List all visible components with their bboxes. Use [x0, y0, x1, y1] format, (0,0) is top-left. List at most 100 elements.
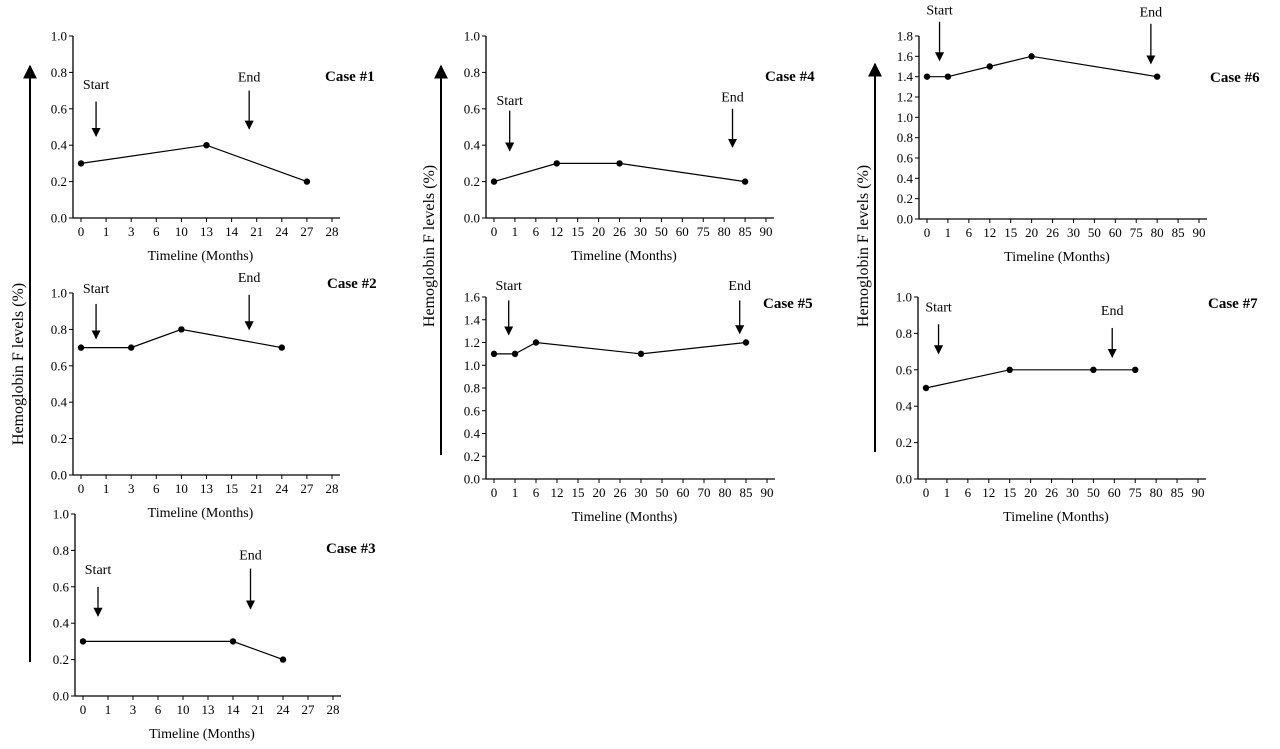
y-tick-label: 1.0 — [464, 29, 480, 44]
data-point — [279, 656, 287, 663]
y-tick-label: 1.0 — [51, 286, 67, 301]
x-tick-label: 10 — [175, 481, 188, 496]
y-tick-label: 0.8 — [464, 65, 480, 80]
x-tick-label: 10 — [175, 224, 188, 239]
x-tick-label: 6 — [533, 485, 540, 500]
x-tick-label: 26 — [1045, 485, 1059, 500]
x-tick-label: 12 — [982, 485, 995, 500]
y-tick-label: 0.0 — [896, 472, 912, 487]
x-tick-label: 24 — [275, 481, 289, 496]
x-tick-label: 75 — [697, 224, 710, 239]
y-tick-label: 0.2 — [51, 431, 67, 446]
end-label: End — [728, 279, 751, 294]
x-tick-label: 26 — [613, 224, 627, 239]
y-tick-label: 1.0 — [464, 358, 480, 373]
x-tick-label: 3 — [130, 702, 137, 717]
data-point — [229, 638, 237, 645]
x-tick-label: 1 — [103, 481, 110, 496]
x-axis-title: Timeline (Months) — [571, 249, 677, 264]
end-label: End — [238, 271, 261, 286]
x-tick-label: 3 — [128, 481, 135, 496]
x-tick-label: 85 — [740, 485, 753, 500]
y-tick-label: 0.0 — [897, 212, 913, 227]
x-tick-label: 0 — [491, 485, 498, 500]
x-tick-label: 3 — [128, 224, 135, 239]
chart-case-2: 0 1 3 6 10 13 15 21 24 27 280.00.20.40.60.81.0Time… — [51, 271, 377, 521]
x-tick-label: 14 — [227, 702, 241, 717]
x-tick-label: 90 — [760, 224, 773, 239]
x-tick-label: 60 — [1108, 485, 1121, 500]
data-point — [79, 638, 87, 645]
y-tick-label: 0.4 — [896, 399, 913, 414]
y-tick-label: 1.2 — [897, 90, 913, 105]
data-point — [637, 350, 645, 358]
y-tick-label: 0.2 — [53, 652, 69, 667]
shared-ylabel-col2: Hemoglobin F levels (%) — [421, 64, 448, 455]
x-tick-label: 24 — [277, 702, 291, 717]
data-point — [1090, 366, 1097, 373]
x-tick-label: 30 — [1067, 225, 1080, 240]
x-tick-label: 0 — [491, 224, 498, 239]
series-line — [925, 369, 1136, 389]
y-tick-label: 1.6 — [897, 49, 914, 64]
x-tick-label: 80 — [1150, 485, 1163, 500]
end-label: End — [1140, 6, 1163, 21]
y-tick-label: 0.0 — [51, 211, 67, 226]
x-tick-label: 6 — [966, 225, 973, 240]
x-tick-label: 21 — [250, 481, 263, 496]
x-tick-label: 1 — [512, 224, 519, 239]
chart-case-1: 0 1 3 6 10 13 14 21 24 27 280.00.20.40.60.81.0Time… — [51, 29, 375, 265]
x-tick-label: 85 — [739, 224, 752, 239]
y-tick-label: 1.4 — [464, 312, 481, 327]
x-tick-label: 15 — [1003, 485, 1016, 500]
x-tick-label: 70 — [698, 485, 711, 500]
y-tick-label: 0.8 — [897, 130, 913, 145]
y-tick-label: 0.0 — [51, 468, 67, 483]
ylabel-col2: Hemoglobin F levels (%) — [421, 165, 438, 327]
y-tick-label: 0.6 — [53, 579, 70, 594]
x-tick-label: 6 — [155, 702, 162, 717]
x-tick-label: 15 — [1004, 225, 1017, 240]
chart-title: Case #6 — [1210, 70, 1260, 86]
chart-case-3: 0 1 3 6 10 13 14 21 24 27 280.00.20.40.60.81.0Time… — [53, 507, 376, 743]
x-tick-label: 50 — [656, 485, 669, 500]
x-tick-label: 90 — [1192, 485, 1205, 500]
x-tick-label: 85 — [1172, 225, 1185, 240]
x-tick-label: 15 — [571, 224, 584, 239]
x-tick-label: 80 — [719, 485, 732, 500]
x-tick-label: 21 — [252, 702, 265, 717]
x-tick-label: 0 — [80, 702, 87, 717]
ylabel-col1: Hemoglobin F levels (%) — [10, 283, 27, 445]
end-label: End — [239, 549, 262, 564]
x-tick-label: 28 — [327, 702, 340, 717]
y-tick-label: 1.6 — [464, 290, 481, 305]
x-tick-label: 6 — [533, 224, 540, 239]
y-tick-label: 0.2 — [464, 174, 480, 189]
x-tick-label: 20 — [593, 485, 606, 500]
data-point — [203, 142, 210, 149]
x-tick-label: 1 — [103, 224, 110, 239]
data-point — [278, 344, 285, 351]
series-line — [83, 640, 284, 661]
data-point — [1006, 366, 1013, 373]
x-tick-label: 28 — [326, 224, 339, 239]
x-axis-title: Timeline (Months) — [1004, 250, 1110, 265]
x-tick-label: 60 — [1109, 225, 1122, 240]
x-tick-label: 6 — [153, 224, 160, 239]
x-tick-label: 13 — [200, 224, 213, 239]
y-tick-label: 0.0 — [464, 211, 480, 226]
x-tick-label: 80 — [1151, 225, 1164, 240]
y-tick-label: 1.0 — [51, 29, 67, 44]
y-tick-label: 0.6 — [51, 358, 68, 373]
x-tick-label: 21 — [250, 224, 263, 239]
y-tick-label: 0.2 — [464, 449, 480, 464]
x-tick-label: 28 — [326, 481, 339, 496]
y-tick-label: 0.8 — [464, 381, 480, 396]
x-tick-label: 50 — [1087, 485, 1100, 500]
data-point — [77, 160, 85, 167]
y-tick-label: 0.2 — [897, 191, 913, 206]
x-tick-label: 27 — [302, 702, 316, 717]
y-tick-label: 0.8 — [51, 65, 67, 80]
y-tick-label: 1.0 — [896, 290, 912, 305]
